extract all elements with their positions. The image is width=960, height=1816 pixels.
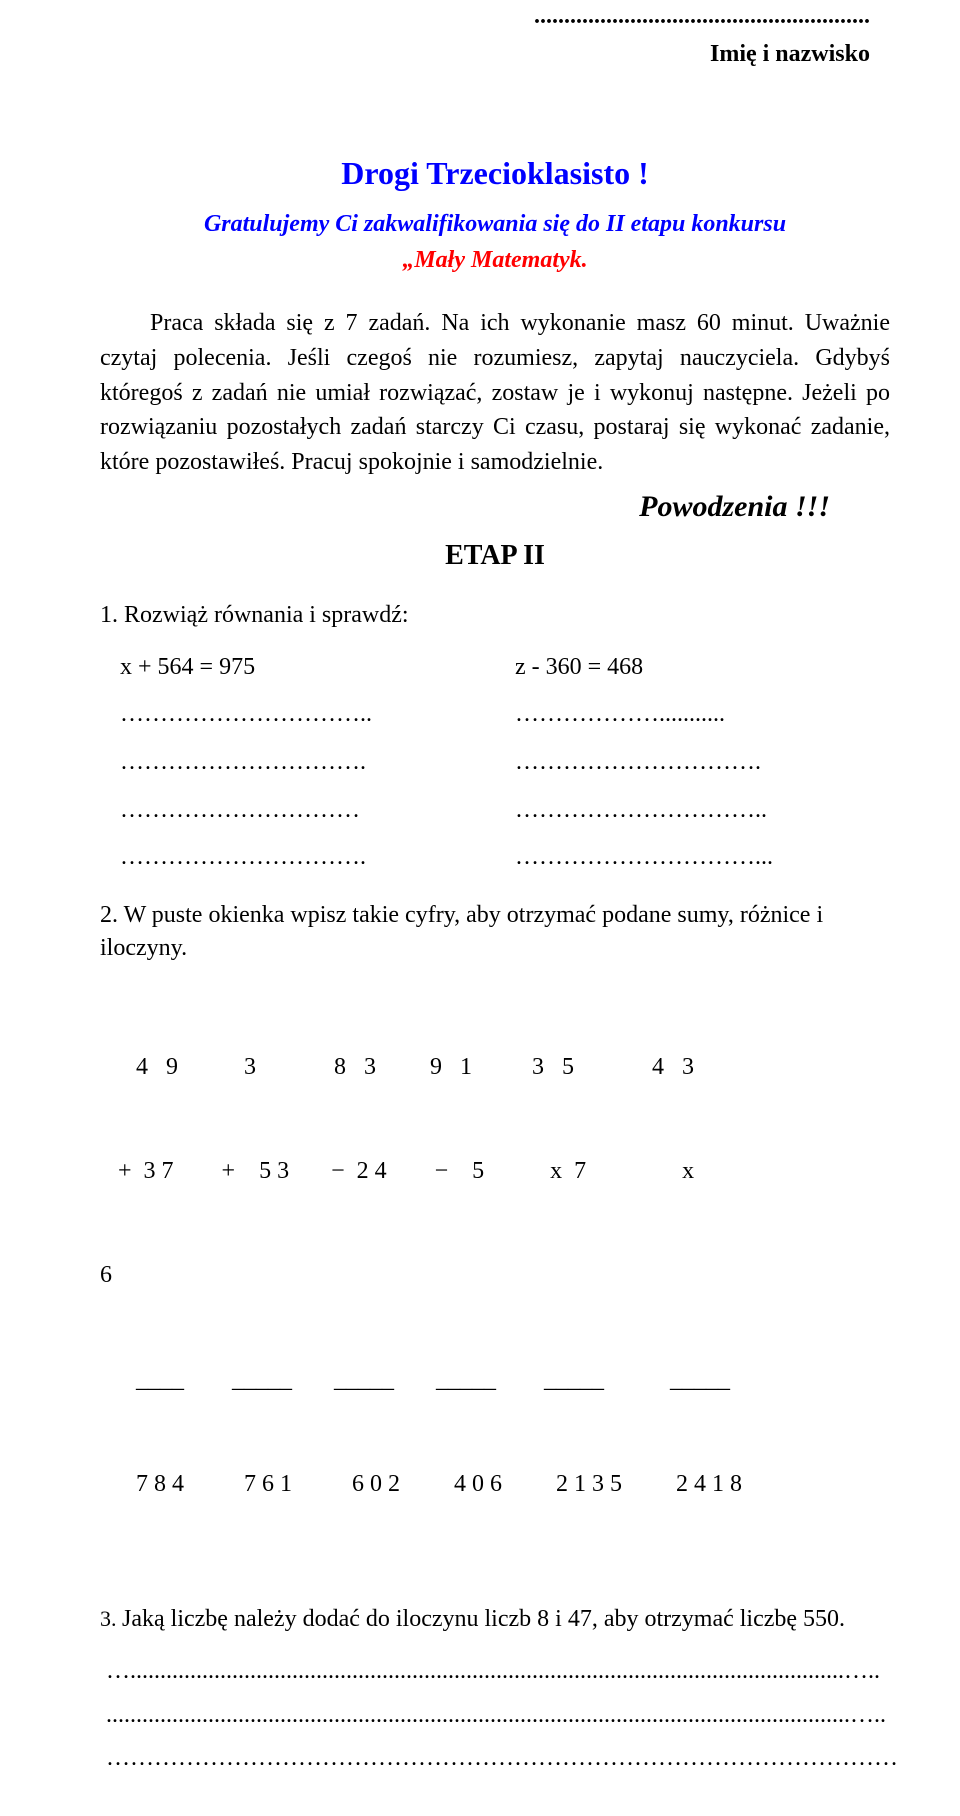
task3-line: 3. Jaką liczbę należy dodać do iloczynu …: [100, 1603, 890, 1637]
task-1: 1. Rozwiąż równania i sprawdź: x + 564 =…: [100, 599, 890, 875]
task1-col-right: z - 360 = 468 ………………........... ………………………: [495, 651, 890, 875]
stage-heading: ETAP II: [100, 536, 890, 575]
task1-dots-right-1: ………………………….: [495, 746, 890, 780]
task2-row4: ____ _____ _____ _____ _____ _____: [100, 1363, 890, 1398]
intro-text: Praca składa się z 7 zadań. Na ich wykon…: [100, 310, 890, 475]
task3-prefix: 3.: [100, 1606, 122, 1631]
task1-dots-right-2: …………………………..: [495, 794, 890, 828]
task1-dots-left-2: …………………………: [100, 794, 495, 828]
task3-dots-2: ………………………………………………………………………………………: [106, 1742, 890, 1776]
task1-text: 1. Rozwiąż równania i sprawdź:: [100, 599, 890, 633]
name-label: Imię i nazwisko: [100, 38, 890, 72]
task-3: 3. Jaką liczbę należy dodać do iloczynu …: [100, 1603, 890, 1775]
task1-dots-left-0: …………………………..: [100, 698, 495, 732]
task1-eq-right: z - 360 = 468: [495, 651, 890, 685]
task2-text: 2. W puste okienka wpisz takie cyfry, ab…: [100, 899, 890, 966]
subtitle-line1: Gratulujemy Ci zakwalifikowania się do I…: [204, 211, 786, 237]
task1-dots-left-3: ………………………….: [100, 841, 495, 875]
task1-col-left: x + 564 = 975 ………………………….. …………………………. ……: [100, 651, 495, 875]
task1-dots-left-1: ………………………….: [100, 746, 495, 780]
page-title: Drogi Trzecioklasisto !: [100, 151, 890, 196]
task1-dots-right-0: ………………...........: [495, 698, 890, 732]
task-2: 2. W puste okienka wpisz takie cyfry, ab…: [100, 899, 890, 1572]
task1-eq-left: x + 564 = 975: [100, 651, 495, 685]
subtitle-line2: „Mały Matematyk.: [402, 247, 587, 273]
task2-row1: 4 9 3 8 3 9 1 3 5 4 3: [100, 1050, 890, 1085]
task1-equations: x + 564 = 975 ………………………….. …………………………. ……: [100, 651, 890, 875]
header-dots: ........................................…: [100, 0, 890, 34]
task2-row2: + 3 7 + 5 3 − 2 4 − 5 x 7 x: [100, 1154, 890, 1189]
task1-dots-right-3: …………………………...: [495, 841, 890, 875]
subtitle: Gratulujemy Ci zakwalifikowania się do I…: [100, 206, 890, 278]
task3-dots-1: ........................................…: [106, 1699, 890, 1733]
task2-row3: 6: [100, 1258, 890, 1293]
task3-dots-0: ….......................................…: [106, 1655, 890, 1689]
task3-dots: ….......................................…: [100, 1655, 890, 1776]
page: ........................................…: [0, 0, 960, 1816]
task2-arith: 4 9 3 8 3 9 1 3 5 4 3 + 3 7 + 5 3 − 2 4 …: [100, 980, 890, 1572]
intro-paragraph: Praca składa się z 7 zadań. Na ich wykon…: [100, 306, 890, 480]
task2-row5: 7 8 4 7 6 1 6 0 2 4 0 6 2 1 3 5 2 4 1 8: [100, 1467, 890, 1502]
good-luck: Powodzenia !!!: [100, 486, 890, 528]
task3-body: Jaką liczbę należy dodać do iloczynu lic…: [122, 1606, 845, 1632]
